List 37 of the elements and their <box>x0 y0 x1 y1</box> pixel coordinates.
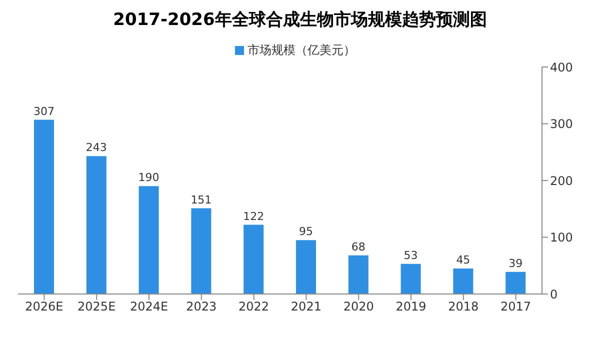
bar <box>400 264 421 294</box>
bar <box>453 268 474 294</box>
x-tick-label: 2026E <box>25 300 64 314</box>
legend-label: 市场规模（亿美元） <box>248 43 356 57</box>
bar <box>191 208 212 294</box>
x-tick-label: 2023 <box>186 300 217 314</box>
data-label: 307 <box>34 104 54 118</box>
bar <box>506 272 526 294</box>
x-tick-label: 2021 <box>290 300 322 314</box>
data-label: 53 <box>404 248 418 262</box>
y-tick-label: 400 <box>550 60 573 74</box>
x-tick-label: 2019 <box>396 300 426 314</box>
x-tick-label: 2020 <box>343 300 374 314</box>
data-label: 190 <box>138 171 160 184</box>
y-tick-label: 100 <box>550 230 573 245</box>
bar <box>348 255 368 294</box>
bar <box>138 186 159 294</box>
y-tick-label: 200 <box>550 174 573 188</box>
y-tick-label: 300 <box>550 117 573 132</box>
x-tick-label: 2022 <box>238 300 270 314</box>
bar <box>244 224 264 294</box>
x-tick-label: 2017 <box>500 300 532 314</box>
data-label: 95 <box>299 225 313 238</box>
x-tick-label: 2024E <box>130 300 168 314</box>
data-label: 39 <box>508 256 523 270</box>
y-tick-label: 0 <box>550 287 558 302</box>
bar <box>296 240 316 294</box>
x-tick-label: 2018 <box>448 300 479 314</box>
data-label: 45 <box>456 253 470 266</box>
chart-title: 2017-2026年全球合成生物市场规模趋势预测图 <box>112 9 488 32</box>
data-label: 122 <box>243 210 264 223</box>
bar <box>34 120 54 294</box>
bar <box>86 156 106 294</box>
data-label: 68 <box>351 240 366 254</box>
data-label: 151 <box>190 193 212 206</box>
x-tick-label: 2025E <box>78 300 116 314</box>
data-label: 243 <box>86 141 107 154</box>
